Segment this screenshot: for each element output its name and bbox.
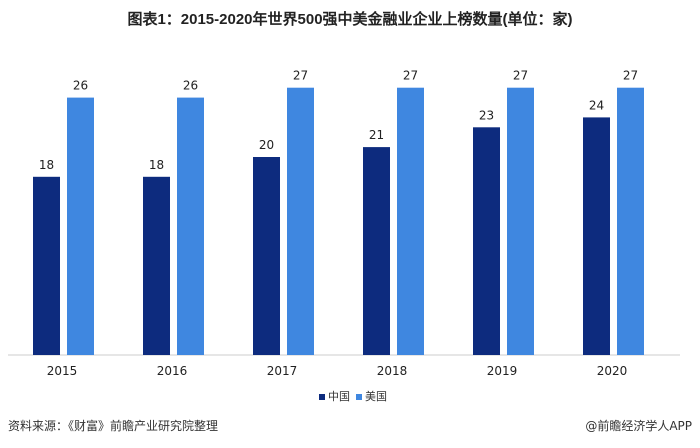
bar-中国-2016	[143, 176, 170, 355]
x-tick-label: 2020	[597, 364, 628, 378]
bar-中国-2017	[253, 157, 280, 355]
data-label: 27	[403, 69, 418, 83]
legend: 中国 美国	[0, 388, 700, 404]
bar-美国-2016	[177, 97, 204, 355]
data-label: 26	[73, 79, 88, 93]
legend-label: 中国	[328, 390, 350, 403]
x-tick-label: 2017	[267, 364, 298, 378]
bar-美国-2020	[617, 87, 644, 355]
x-tick-label: 2015	[47, 364, 78, 378]
data-label: 27	[293, 69, 308, 83]
x-tick-label: 2019	[487, 364, 518, 378]
bar-中国-2018	[363, 147, 390, 355]
data-label: 21	[369, 128, 384, 142]
bar-中国-2019	[473, 127, 500, 355]
bar-美国-2017	[287, 87, 314, 355]
bar-美国-2018	[397, 87, 424, 355]
x-tick-label: 2018	[377, 364, 408, 378]
legend-label: 美国	[365, 390, 387, 403]
x-tick-label: 2016	[157, 364, 188, 378]
data-label: 18	[39, 158, 54, 172]
data-label: 26	[183, 79, 198, 93]
data-label: 20	[259, 138, 274, 152]
data-label: 18	[149, 158, 164, 172]
bar-中国-2020	[583, 117, 610, 356]
bar-美国-2019	[507, 87, 534, 355]
chart-title: 图表1：2015-2020年世界500强中美金融业企业上榜数量(单位：家)	[127, 11, 573, 28]
source-note: 资料来源：《财富》前瞻产业研究院整理	[8, 419, 219, 433]
bar-美国-2015	[67, 97, 94, 355]
legend-swatch	[356, 394, 362, 400]
legend-swatch	[319, 394, 325, 400]
data-label: 23	[479, 108, 494, 122]
data-label: 27	[623, 69, 638, 83]
data-label: 24	[589, 98, 604, 112]
brand-label: @前瞻经济学人APP	[585, 419, 692, 433]
data-label: 27	[513, 69, 528, 83]
bar-中国-2015	[33, 176, 60, 355]
